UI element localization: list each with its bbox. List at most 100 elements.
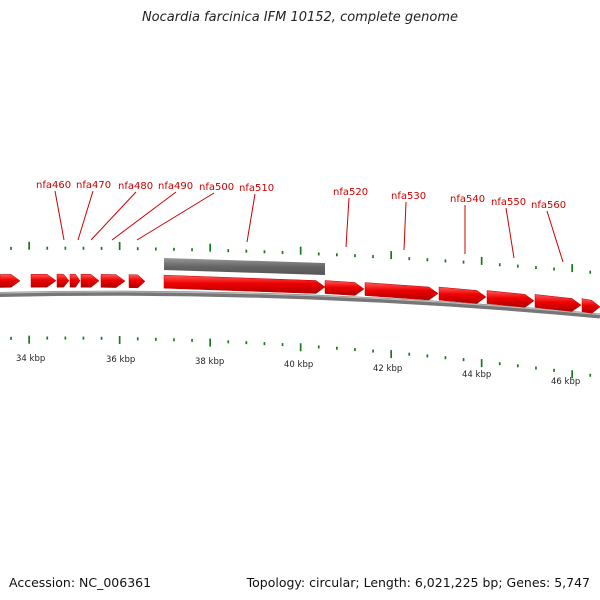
gene-arrow[interactable]: [128, 274, 146, 289]
tick-mark: [408, 257, 411, 261]
tick-mark: [173, 247, 175, 251]
tick-mark: [336, 253, 338, 257]
gene-label-nfa460[interactable]: nfa460: [36, 180, 71, 191]
tick-mark: [426, 354, 429, 358]
genome-backbone-highlight: [0, 291, 600, 316]
gene-arrow[interactable]: [534, 294, 582, 312]
tick-mark: [535, 266, 537, 270]
tick-mark: [155, 337, 157, 341]
tick-mark: [263, 342, 266, 346]
tick-mark: [10, 246, 12, 250]
tick-mark: [10, 336, 12, 340]
label-leader-line: [111, 191, 177, 241]
gene-arrow[interactable]: [69, 273, 81, 288]
tick-mark: [571, 264, 573, 273]
position-label-34kbp: 34 kbp: [16, 354, 45, 364]
gene-arrow[interactable]: [438, 286, 487, 304]
position-label-44kbp: 44 kbp: [462, 370, 491, 380]
tick-mark: [372, 349, 374, 353]
tick-mark: [444, 259, 447, 263]
gene-label-nfa540[interactable]: nfa540: [450, 194, 485, 205]
tick-mark: [82, 246, 85, 250]
tick-mark: [317, 345, 320, 349]
tick-mark: [28, 241, 30, 250]
label-leader-line: [546, 210, 564, 263]
gene-arrow[interactable]: [163, 274, 326, 294]
selected-region-bar[interactable]: [164, 258, 325, 275]
tick-mark: [535, 366, 537, 370]
genome-backbone: [0, 290, 600, 319]
tick-mark: [299, 343, 302, 352]
upper-tick-track: [10, 241, 592, 274]
tick-mark: [426, 258, 429, 262]
tick-mark: [136, 337, 139, 341]
tick-mark: [191, 248, 193, 252]
tick-mark: [82, 336, 85, 340]
tick-mark: [354, 348, 356, 352]
gene-label-nfa500[interactable]: nfa500: [199, 182, 234, 193]
tick-mark: [100, 246, 103, 250]
gene-track: [0, 273, 600, 314]
tick-mark: [553, 267, 555, 271]
tick-mark: [227, 340, 230, 344]
tick-mark: [589, 373, 592, 377]
gene-label-leaders: [54, 190, 564, 263]
gene-label-nfa470[interactable]: nfa470: [76, 180, 111, 191]
tick-mark: [118, 336, 121, 345]
position-label-42kbp: 42 kbp: [373, 364, 402, 374]
tick-mark: [480, 256, 483, 265]
gene-label-nfa520[interactable]: nfa520: [333, 187, 368, 198]
tick-mark: [336, 346, 338, 350]
gene-arrow[interactable]: [56, 273, 70, 288]
gene-label-nfa560[interactable]: nfa560: [531, 200, 566, 211]
tick-mark: [64, 246, 67, 250]
tick-mark: [498, 362, 501, 366]
gene-arrow[interactable]: [364, 282, 439, 301]
tick-mark: [372, 255, 374, 259]
lower-tick-track: [10, 335, 592, 379]
tick-mark: [444, 356, 447, 360]
accession-text: Accession: NC_006361: [9, 575, 152, 590]
position-label-46kbp: 46 kbp: [551, 377, 580, 387]
gene-arrow[interactable]: [100, 274, 126, 288]
tick-mark: [390, 350, 392, 359]
gene-label-nfa510[interactable]: nfa510: [239, 183, 274, 194]
tick-mark: [517, 364, 519, 368]
position-label-38kbp: 38 kbp: [195, 357, 224, 367]
tick-mark: [209, 243, 211, 252]
label-leader-line: [505, 207, 515, 259]
gene-arrow[interactable]: [324, 280, 365, 296]
label-leader-line: [136, 192, 215, 241]
tick-mark: [173, 338, 175, 342]
gene-label-nfa550[interactable]: nfa550: [491, 197, 526, 208]
tick-mark: [553, 368, 555, 372]
genome-summary-text: Topology: circular; Length: 6,021,225 bp…: [246, 575, 590, 590]
tick-mark: [589, 270, 592, 274]
gene-arrow[interactable]: [30, 273, 57, 288]
tick-mark: [136, 247, 139, 251]
label-leader-line: [246, 193, 256, 243]
gene-arrow[interactable]: [0, 274, 21, 288]
tick-mark: [317, 252, 320, 256]
gene-arrow[interactable]: [581, 298, 600, 314]
tick-mark: [462, 358, 465, 362]
tick-mark: [64, 336, 67, 340]
tick-mark: [480, 359, 483, 368]
gene-arrow[interactable]: [80, 273, 100, 288]
label-leader-line: [345, 197, 350, 248]
tick-mark: [281, 343, 284, 347]
tick-mark: [245, 341, 248, 345]
tick-mark: [227, 249, 230, 253]
gene-label-nfa490[interactable]: nfa490: [158, 181, 193, 192]
tick-mark: [462, 260, 465, 264]
tick-mark: [517, 264, 519, 268]
gene-arrow[interactable]: [486, 290, 535, 308]
map-title: Nocardia farcinica IFM 10152, complete g…: [141, 10, 459, 25]
tick-mark: [390, 251, 392, 260]
gene-label-nfa530[interactable]: nfa530: [391, 191, 426, 202]
tick-mark: [571, 370, 573, 379]
tick-mark: [46, 336, 49, 340]
gene-label-nfa480[interactable]: nfa480: [118, 181, 153, 192]
label-leader-line: [54, 190, 65, 241]
